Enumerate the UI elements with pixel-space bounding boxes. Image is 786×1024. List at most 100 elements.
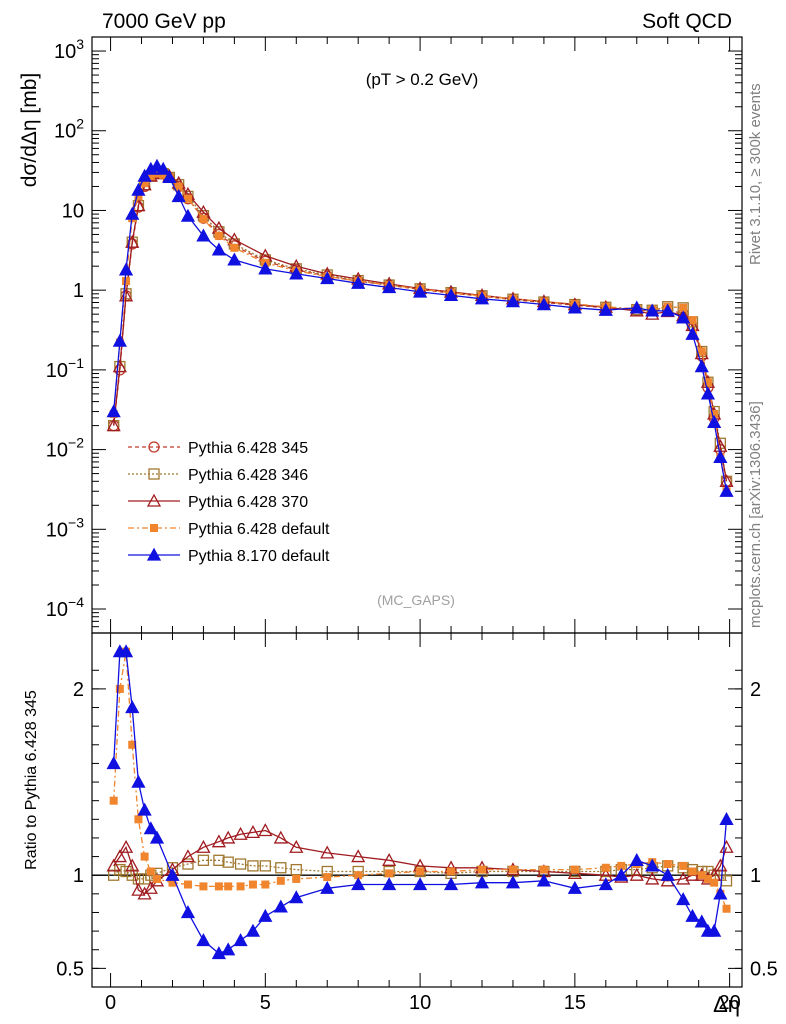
main-plot-panel: 10−4 10−3 10−2 10−1 1 10 102 103: [46, 36, 743, 634]
main-series-point: [140, 179, 149, 188]
ratio-series-point: [149, 830, 165, 844]
main-series-point: [474, 291, 490, 305]
ratio-series-point: [165, 867, 180, 881]
legend-marker: [148, 441, 160, 453]
header-category: Soft QCD: [642, 10, 732, 33]
ratio-series-point: [617, 861, 626, 870]
ratio-series-point: [508, 865, 517, 874]
x-axis-label: Δη: [713, 992, 740, 1017]
main-series-point: [660, 303, 675, 317]
ratio-series-point: [143, 821, 158, 835]
ratio-series-point: [126, 869, 138, 881]
ratio-series-point: [248, 880, 257, 889]
ratio-series-point: [273, 899, 288, 913]
ratio-series-point: [539, 865, 548, 874]
ratio-series-point: [629, 852, 644, 866]
ratio-series-point: [713, 886, 728, 900]
main-series-point: [700, 386, 716, 400]
main-y-tick-label: 1: [73, 280, 84, 302]
ratio-x-tick-label: 5: [260, 992, 271, 1014]
ratio-series-point: [106, 756, 121, 770]
ratio-series-point: [478, 865, 486, 874]
ratio-series-point: [196, 839, 211, 853]
ratio-series-point: [261, 880, 270, 889]
legend-marker: [150, 524, 158, 532]
ratio-series-point: [221, 942, 236, 956]
ratio-frame: [91, 632, 743, 988]
main-series-point: [196, 228, 211, 242]
main-series-point: [146, 172, 155, 181]
ratio-series-point: [447, 867, 456, 876]
main-y-tick-label: 10−4: [46, 594, 84, 621]
ratio-series-point: [112, 849, 127, 863]
ratio-series-point: [413, 877, 428, 891]
main-series-point: [180, 208, 196, 222]
main-y-tick-label: 103: [54, 36, 84, 63]
ratio-series-point: [382, 852, 397, 866]
ratio-series-point: [474, 875, 490, 889]
legend-entry-label: Pythia 6.428 345: [188, 440, 308, 457]
main-series-point: [719, 483, 734, 497]
ratio-series-point: [351, 877, 366, 891]
ratio-series-point: [118, 644, 134, 658]
ratio-y-tick-label: 1: [73, 865, 84, 887]
main-series-point: [134, 192, 143, 201]
main-series-point: [159, 170, 168, 179]
ratio-series-point: [182, 858, 194, 870]
ratio-series-point: [676, 892, 691, 906]
main-series-point: [137, 168, 152, 182]
ratio-series-point: [134, 815, 143, 824]
main-series-point: [118, 288, 134, 302]
ratio-series-point: [146, 867, 155, 876]
ratio-series-point: [140, 852, 149, 861]
ratio-series-point: [676, 871, 691, 885]
legend: Pythia 6.428 345 Pythia 6.428 346 Pythia 6…: [128, 440, 330, 565]
ratio-series-point: [196, 933, 211, 947]
main-series-point: [227, 252, 242, 266]
mcplots-side-label: mcplots.cern.ch [arXiv:1306.3436]: [747, 401, 764, 628]
ratio-series-point: [128, 740, 137, 749]
main-series-point: [351, 275, 366, 289]
ratio-series-point: [199, 882, 208, 891]
ratio-series-point: [722, 904, 731, 913]
main-series-point: [122, 277, 131, 286]
ratio-series-point: [114, 863, 126, 876]
ratio-series-point: [685, 908, 700, 922]
ratio-series-point: [719, 839, 734, 853]
main-series-point: [162, 170, 177, 184]
main-series-point: [645, 303, 660, 317]
main-series-point: [258, 261, 273, 275]
ratio-series-point: [211, 946, 226, 960]
ratio-series-point: [443, 877, 459, 891]
main-series-point: [183, 194, 192, 203]
ratio-series-point: [197, 854, 210, 866]
ratio-series-point: [719, 811, 734, 825]
ratio-series-point: [233, 826, 248, 840]
ratio-series-line: [113, 650, 728, 955]
main-series-point: [118, 262, 134, 276]
ratio-series-point: [125, 700, 140, 714]
ratio-series-point: [247, 860, 259, 872]
legend-entry-label: Pythia 6.428 346: [188, 467, 308, 484]
main-series-point: [106, 404, 121, 418]
ratio-series-point: [601, 863, 610, 872]
main-series-point: [505, 294, 521, 308]
ratio-series-point: [153, 874, 161, 883]
main-series-point: [703, 378, 712, 387]
main-series-point: [106, 418, 121, 432]
main-series-point: [598, 302, 613, 316]
main-series-point: [382, 280, 397, 294]
ratio-series-point: [245, 825, 261, 839]
ratio-series-point: [323, 873, 332, 882]
ratio-series-point: [258, 908, 273, 922]
ratio-series-point: [703, 874, 712, 883]
ratio-series-point: [233, 933, 248, 947]
ratio-series-point: [168, 878, 177, 887]
ratio-series-point: [416, 867, 425, 876]
main-y-tick-label: 102: [54, 116, 84, 143]
ratio-series-point: [663, 860, 672, 869]
ratio-series-point: [614, 867, 629, 881]
ratio-y-tick-label-right: 2: [750, 679, 761, 701]
ratio-series-point: [660, 867, 675, 881]
